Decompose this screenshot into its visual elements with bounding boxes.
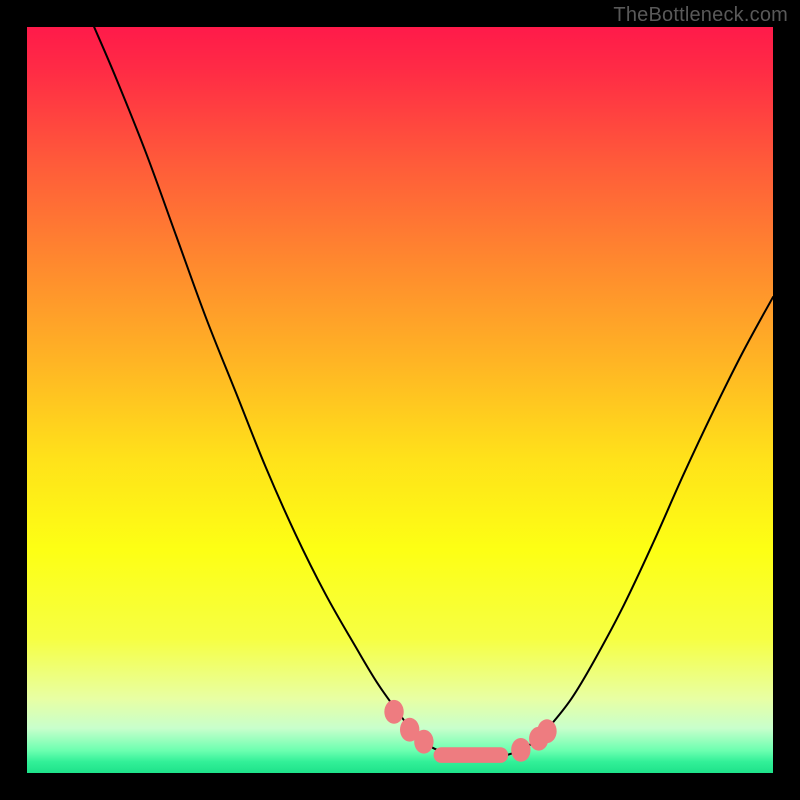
valley-band-flat: [434, 747, 509, 763]
watermark-text: TheBottleneck.com: [613, 4, 788, 27]
valley-band-dot-left-0: [384, 700, 403, 724]
plot-area: [27, 27, 773, 773]
valley-band-dot-right-0: [511, 738, 530, 762]
valley-band-dot-right-2: [537, 719, 556, 743]
gradient-background: [27, 27, 773, 773]
valley-band-dot-left-2: [414, 730, 433, 754]
chart-svg: [27, 27, 773, 773]
